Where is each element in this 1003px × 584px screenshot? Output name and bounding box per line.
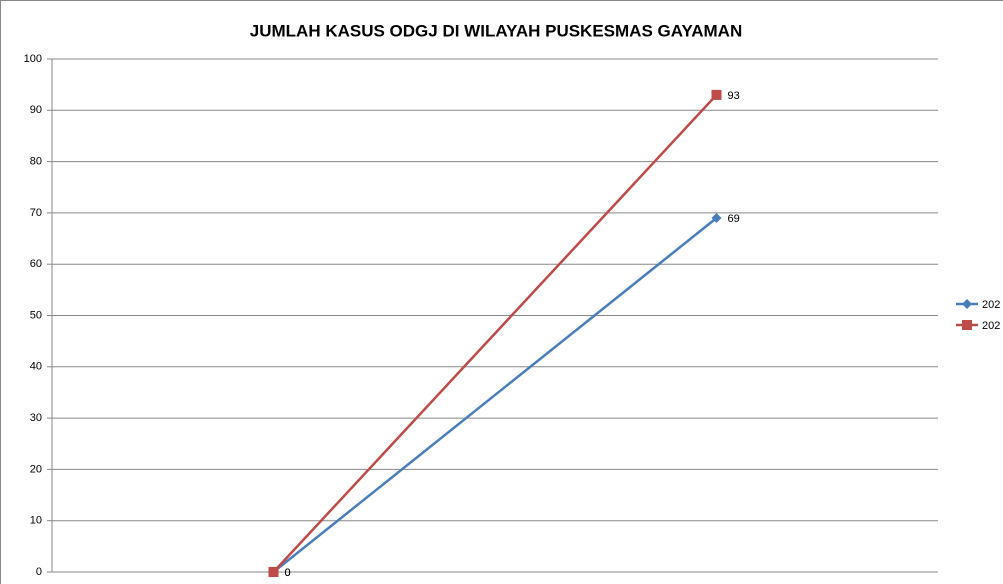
series-line xyxy=(272,217,718,573)
legend-marker xyxy=(962,320,972,330)
data-label: 0 xyxy=(285,567,291,579)
data-label: 93 xyxy=(728,90,740,102)
chart-title: JUMLAH KASUS ODGJ DI WILAYAH PUSKESMAS G… xyxy=(250,21,742,40)
series-line xyxy=(272,94,718,573)
data-point xyxy=(268,567,279,577)
y-tick-label: 90 xyxy=(30,104,42,116)
legend-label: 202 xyxy=(982,299,1000,311)
legend-label: 202 xyxy=(982,320,1000,332)
data-label: 69 xyxy=(728,213,740,225)
y-tick-label: 10 xyxy=(30,515,42,527)
y-tick-label: 30 xyxy=(30,412,42,424)
y-tick-label: 70 xyxy=(30,207,42,219)
y-tick-label: 60 xyxy=(30,258,42,270)
data-point xyxy=(711,213,722,224)
data-point xyxy=(711,89,722,100)
legend-marker xyxy=(962,299,972,309)
y-tick-label: 50 xyxy=(30,309,42,321)
y-tick-label: 40 xyxy=(30,361,42,373)
data-label: 0 xyxy=(285,567,291,579)
y-tick-label: 100 xyxy=(24,53,42,65)
y-tick-label: 0 xyxy=(36,566,42,578)
y-tick-label: 80 xyxy=(30,156,42,168)
y-tick-label: 20 xyxy=(30,463,42,475)
